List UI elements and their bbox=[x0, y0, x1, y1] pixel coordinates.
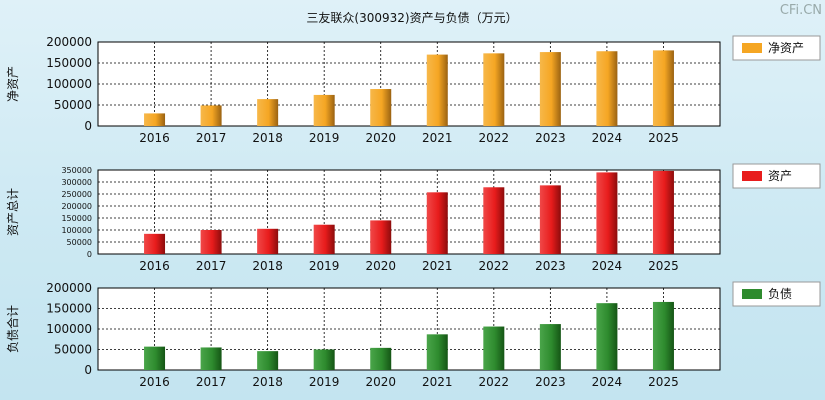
panel-net-assets: 0 50000 100000 150000 200000 2016 2017 2018 2019… bbox=[6, 35, 821, 145]
x-tick-label: 2017 bbox=[196, 131, 227, 145]
bar-net-assets-2021 bbox=[426, 54, 448, 126]
panel-total-assets: 0 50000 100000 150000 200000 250000 300000 3500… bbox=[6, 163, 821, 273]
x-tick-label: 2021 bbox=[422, 131, 453, 145]
x-tick-label: 2017 bbox=[196, 259, 227, 273]
y-tick-label: 100000 bbox=[46, 77, 92, 91]
x-tick-label: 2021 bbox=[422, 259, 453, 273]
x-tick-label: 2019 bbox=[309, 131, 340, 145]
x-tick-label: 2022 bbox=[479, 375, 510, 389]
x-tick-label: 2018 bbox=[252, 131, 283, 145]
y-tick-label: 200000 bbox=[46, 281, 92, 295]
x-tick-label: 2022 bbox=[479, 259, 510, 273]
y-tick-label: 0 bbox=[84, 119, 92, 133]
y-tick-label: 300000 bbox=[61, 178, 92, 187]
legend-swatch-net-assets bbox=[742, 43, 762, 53]
x-tick-label: 2020 bbox=[365, 131, 396, 145]
y-tick-label: 200000 bbox=[46, 35, 92, 49]
bar-liabilities-2023 bbox=[539, 324, 561, 370]
y-tick-label: 100000 bbox=[46, 322, 92, 336]
x-tick-label: 2016 bbox=[139, 131, 170, 145]
y-tick-label: 250000 bbox=[61, 190, 92, 199]
bar-net-assets-2016 bbox=[144, 113, 166, 126]
x-tick-label: 2025 bbox=[648, 375, 679, 389]
bar-liabilities-2020 bbox=[370, 347, 392, 370]
panel-liabilities: 0 50000 100000 150000 200000 2016 2017 2018 2019… bbox=[5, 281, 821, 389]
bar-liabilities-2025 bbox=[652, 301, 674, 370]
x-tick-label: 2022 bbox=[479, 131, 510, 145]
legend-label-total-assets: 资产 bbox=[768, 169, 792, 183]
x-tick-label: 2016 bbox=[139, 375, 170, 389]
x-tick-label: 2021 bbox=[422, 375, 453, 389]
x-tick-label: 2020 bbox=[365, 375, 396, 389]
bar-liabilities-2017 bbox=[200, 347, 222, 370]
y-tick-label: 0 bbox=[87, 250, 92, 259]
bar-liabilities-2019 bbox=[313, 349, 335, 370]
x-tick-label: 2018 bbox=[252, 375, 283, 389]
x-tick-label: 2024 bbox=[592, 131, 623, 145]
bar-liabilities-2024 bbox=[596, 303, 618, 370]
y-tick-label: 50000 bbox=[54, 98, 92, 112]
bar-liabilities-2016 bbox=[144, 346, 166, 370]
y-tick-label: 200000 bbox=[61, 202, 92, 211]
y-tick-label: 50000 bbox=[54, 343, 92, 357]
bar-total-assets-2025 bbox=[652, 170, 674, 254]
y-axis-label-total-assets: 资产总计 bbox=[6, 188, 20, 236]
y-axis-label-net-assets: 净资产 bbox=[6, 66, 20, 102]
legend-swatch-liabilities bbox=[742, 289, 762, 299]
x-tick-label: 2023 bbox=[535, 259, 566, 273]
y-tick-label: 150000 bbox=[46, 56, 92, 70]
bar-net-assets-2022 bbox=[483, 53, 505, 127]
y-tick-label: 0 bbox=[84, 363, 92, 377]
bar-liabilities-2022 bbox=[483, 326, 505, 370]
x-tick-label: 2016 bbox=[139, 259, 170, 273]
y-axis-label-liabilities: 负债合计 bbox=[5, 305, 20, 353]
bar-total-assets-2016 bbox=[144, 233, 166, 254]
bar-net-assets-2018 bbox=[257, 99, 279, 126]
y-tick-label: 150000 bbox=[46, 302, 92, 316]
chart-title: 三友联众(300932)资产与负债（万元） bbox=[306, 11, 517, 25]
bar-total-assets-2023 bbox=[539, 185, 561, 254]
y-tick-label: 100000 bbox=[61, 226, 92, 235]
bar-net-assets-2024 bbox=[596, 51, 618, 126]
bar-net-assets-2017 bbox=[200, 105, 222, 126]
x-tick-label: 2024 bbox=[592, 375, 623, 389]
x-tick-label: 2018 bbox=[252, 259, 283, 273]
x-tick-label: 2023 bbox=[535, 375, 566, 389]
x-tick-label: 2025 bbox=[648, 131, 679, 145]
bar-net-assets-2020 bbox=[370, 89, 392, 126]
bar-total-assets-2024 bbox=[596, 172, 618, 254]
bar-total-assets-2017 bbox=[200, 230, 222, 254]
bar-total-assets-2020 bbox=[370, 220, 392, 254]
bar-total-assets-2021 bbox=[426, 192, 448, 254]
x-tick-label: 2020 bbox=[365, 259, 396, 273]
plot-area-total-assets bbox=[97, 169, 721, 255]
y-tick-label: 150000 bbox=[61, 214, 92, 223]
y-tick-label: 350000 bbox=[61, 166, 92, 175]
legend-label-net-assets: 净资产 bbox=[768, 41, 804, 55]
bar-liabilities-2018 bbox=[257, 351, 279, 370]
panels-group: 0 50000 100000 150000 200000 2016 2017 2018 2019… bbox=[5, 35, 821, 389]
bar-net-assets-2023 bbox=[539, 52, 561, 126]
bar-liabilities-2021 bbox=[426, 334, 448, 370]
bar-net-assets-2019 bbox=[313, 94, 335, 126]
x-tick-label: 2019 bbox=[309, 259, 340, 273]
x-tick-label: 2017 bbox=[196, 375, 227, 389]
bar-net-assets-2025 bbox=[652, 50, 674, 126]
y-tick-label: 50000 bbox=[67, 238, 92, 247]
bar-total-assets-2018 bbox=[257, 228, 279, 254]
legend-swatch-total-assets bbox=[742, 171, 762, 181]
bar-total-assets-2022 bbox=[483, 187, 505, 254]
x-tick-label: 2024 bbox=[592, 259, 623, 273]
watermark: CFi.CN bbox=[780, 3, 822, 18]
legend-label-liabilities: 负债 bbox=[768, 287, 792, 301]
x-tick-label: 2019 bbox=[309, 375, 340, 389]
bar-total-assets-2019 bbox=[313, 224, 335, 254]
x-tick-label: 2025 bbox=[648, 259, 679, 273]
x-tick-label: 2023 bbox=[535, 131, 566, 145]
